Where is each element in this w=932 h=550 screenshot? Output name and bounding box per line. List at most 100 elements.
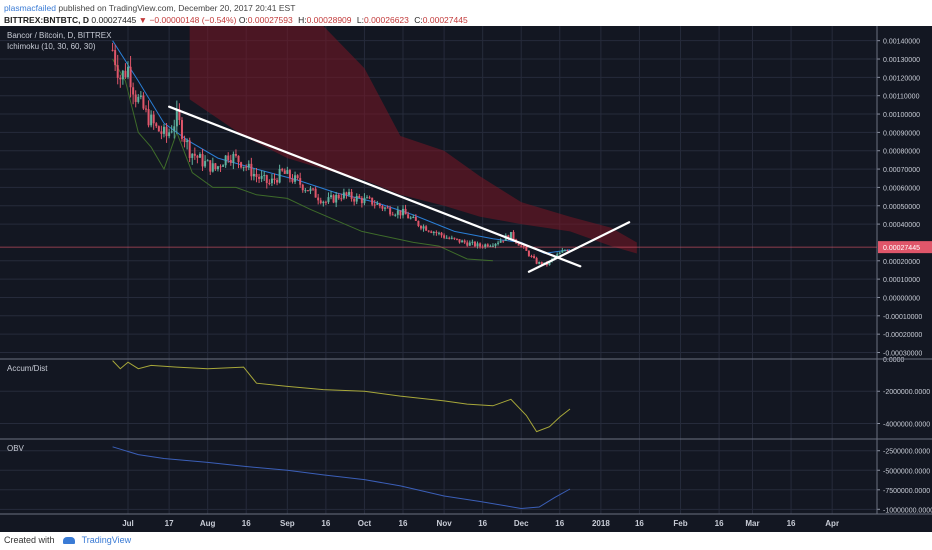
x-tick-label: 16 [399,519,408,528]
chikou-line [112,58,493,262]
candle-body [258,176,261,179]
publish-info: plasmacfailed published on TradingView.c… [4,3,295,13]
candle-body [453,237,456,239]
y-tick-label: 0.00130000 [883,57,920,64]
candle-body [312,188,315,190]
candle-body [155,123,158,127]
tradingview-brand[interactable]: TradingView [81,535,132,545]
candle-body [443,235,446,238]
candle-body [255,173,258,177]
author-link[interactable]: plasmacfailed [4,3,56,13]
tradingview-logo-icon [63,537,76,545]
y-tick-label: -4000000.0000 [883,421,930,428]
candle-body [330,195,333,198]
candle-body [430,231,433,233]
y-tick-label: -0.00030000 [883,350,922,357]
candle-body [345,192,348,196]
y-tick-label: 0.00010000 [883,277,920,284]
x-tick-label: Aug [200,519,216,528]
open-label: O: [238,15,248,25]
candle-body [455,238,458,240]
candle-body [494,243,497,246]
x-tick-label: 16 [635,519,644,528]
candle-body [448,237,451,239]
last-price-label: 0.00027445 [883,245,920,252]
candle-body [173,126,176,132]
candle-body [412,216,415,218]
candle-body [121,70,124,80]
x-tick-label: 16 [242,519,251,528]
candle-body [132,87,135,95]
candle-body [114,50,117,66]
y-tick-label: 0.00110000 [883,94,920,101]
candle-body [276,180,279,183]
candle-body [556,254,559,257]
candle-body [366,197,369,199]
change-arrow-icon: ▼ [138,15,148,25]
candle-body [512,231,515,240]
candle-body [419,225,422,229]
candle-body [201,154,204,167]
x-tick-label: Feb [673,519,687,528]
y-tick-label: 0.00060000 [883,185,920,192]
candle-body [355,196,358,202]
downtrend-line[interactable] [168,105,582,268]
candle-body [281,168,284,171]
candle-body [265,175,268,183]
candle-body [139,95,142,97]
candle-body [134,94,137,102]
candle-body [386,207,389,209]
candle-body [268,182,271,184]
candle-body [378,203,381,207]
x-tick-label: 16 [478,519,487,528]
candle-body [286,170,289,174]
candle-body [422,226,425,229]
candle-body [332,195,335,203]
created-with-text: Created with [4,535,55,545]
chart-canvas[interactable]: Jul 17 Aug 16 Sep 16 Oct 16 Nov 16 Dec 16 2018 16 Feb 1… [0,26,932,532]
candle-body [384,207,386,209]
uptrend-line[interactable] [527,221,631,273]
x-tick-label: 16 [321,519,330,528]
candle-body [445,237,448,239]
candle-body [288,170,291,179]
candle-body [394,214,397,216]
candle-body [278,168,281,183]
candle-body [157,126,160,132]
candle-body [371,197,374,205]
candle-body [517,242,520,246]
candle-body [440,232,443,236]
candle-body [294,175,297,182]
panel-title: OBV [7,444,25,453]
accum-dist-line [112,360,571,433]
x-tick-label: Mar [745,519,759,528]
candle-body [404,208,407,215]
candle-body [180,120,183,139]
candle-body [240,162,243,168]
candle-body [198,154,201,158]
candle-body [111,49,114,51]
candle-body [247,163,250,168]
y-tick-label: 0.00140000 [883,39,920,46]
candle-body [322,201,325,204]
candle-body [299,178,302,185]
published-text: published on TradingView.com, December 2… [58,3,296,13]
candle-body [491,245,494,247]
low-label: L: [356,15,364,25]
candle-body [461,240,464,243]
candle-body [160,131,163,134]
candle-body [319,200,322,204]
x-tick-label: 16 [787,519,796,528]
candle-body [252,173,255,177]
candle-body [224,155,227,166]
candle-body [186,140,189,143]
y-tick-label: -0.00010000 [883,314,922,321]
candle-body [340,198,343,200]
candle-body [116,65,119,78]
candle-body [391,214,394,216]
candle-body [324,201,327,203]
candle-body [209,160,212,172]
candle-body [242,166,245,168]
candle-body [520,245,523,247]
x-tick-label: Jul [122,519,134,528]
